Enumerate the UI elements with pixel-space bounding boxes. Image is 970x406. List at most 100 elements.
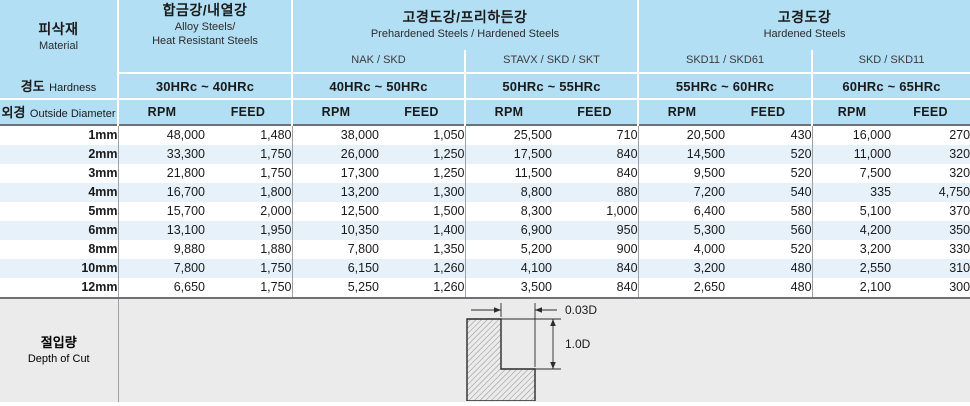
depth-of-cut-ko: 절입량 bbox=[40, 334, 77, 350]
cell-feed: 1,300 bbox=[433, 185, 465, 199]
group-alloy-ko: 합금강/내열강 bbox=[162, 1, 248, 18]
cell-feed: 1,050 bbox=[379, 124, 465, 145]
arrow-depth-top bbox=[550, 318, 557, 326]
cell-rpm: 16,000 bbox=[811, 124, 892, 145]
hardness-row: 경도 Hardness 30HRc ~ 40HRc 40HRc ~ 50HRc … bbox=[0, 73, 970, 100]
cell-rpm: 33,300 bbox=[117, 145, 205, 164]
cell-rpm: 17,500 bbox=[464, 145, 552, 164]
group-alloy-steels: 합금강/내열강 Alloy Steels/ Heat Resistant Ste… bbox=[117, 0, 292, 50]
group-prehardened-ko: 고경도강/프리하든강 bbox=[402, 9, 528, 26]
depth-of-cut-section: 절입량 Depth of Cut bbox=[0, 297, 970, 402]
grade-stavx-skd-skt: STAVX / SKD / SKT bbox=[463, 50, 639, 74]
cell-rpm: 12,500 bbox=[291, 202, 379, 221]
table-row: 4mm 16,700 1,800 13,200 1,300 8,800 880 7,200 54… bbox=[0, 183, 970, 202]
cell-feed: 880 bbox=[616, 185, 638, 199]
cell-feed: 2,000 bbox=[260, 204, 292, 218]
cell-feed: 950 bbox=[616, 223, 638, 237]
cell-rpm: 11,500 bbox=[464, 164, 552, 183]
arrow-width-right bbox=[535, 306, 543, 313]
hardness-30-40: 30HRc ~ 40HRc bbox=[117, 73, 292, 100]
cell-feed: 1,260 bbox=[433, 261, 465, 275]
table-row: 12mm 6,650 1,750 5,250 1,260 3,500 840 2,650 480… bbox=[0, 278, 970, 297]
material-corner-en: Material bbox=[38, 39, 79, 52]
cell-rpm: 6,400 bbox=[637, 202, 726, 221]
table-row: 3mm 21,800 1,750 17,300 1,250 11,500 840 9,500 5… bbox=[0, 164, 970, 183]
cell-feed: 1,950 bbox=[260, 223, 292, 237]
cell-rpm: 8,800 bbox=[464, 183, 552, 202]
cell-rpm: 13,100 bbox=[117, 221, 205, 240]
cell-feed: 480 bbox=[790, 261, 812, 275]
cell-feed: 1,750 bbox=[260, 147, 292, 161]
width-dimension-label: 0.03D bbox=[565, 303, 597, 317]
cell-rpm: 2,550 bbox=[811, 259, 892, 278]
grade-skd-skd11: SKD / SKD11 bbox=[811, 50, 970, 74]
cell-feed: 710 bbox=[552, 124, 639, 145]
cell-rpm: 6,150 bbox=[291, 259, 379, 278]
depth-of-cut-label-cell: 절입량 Depth of Cut bbox=[0, 298, 119, 402]
cell-rpm: 2,650 bbox=[637, 278, 726, 297]
cell-rpm: 5,200 bbox=[464, 240, 552, 259]
cell-feed: 270 bbox=[891, 124, 970, 145]
metric-header-2: RPM bbox=[291, 99, 379, 125]
workpiece-profile bbox=[466, 317, 536, 402]
cell-rpm: 3,200 bbox=[811, 240, 892, 259]
table-row: 6mm 13,100 1,950 10,350 1,400 6,900 950 5,300 56… bbox=[0, 221, 970, 240]
group-hardened-ko: 고경도강 bbox=[777, 9, 832, 26]
cell-rpm: 6,650 bbox=[117, 278, 205, 297]
hardness-label-ko: 경도 bbox=[20, 78, 45, 94]
table-row: 8mm 9,880 1,880 7,800 1,350 5,200 900 4,000 520 3… bbox=[0, 240, 970, 259]
row-diameter: 4mm bbox=[88, 185, 118, 199]
metric-header-4: RPM bbox=[464, 99, 552, 125]
grade-skd11-skd61: SKD11 / SKD61 bbox=[637, 50, 813, 74]
cell-feed: 350 bbox=[949, 223, 970, 237]
step-cut-diagram: 0.03D 1.0D bbox=[449, 301, 639, 402]
group-hardened-steels: 고경도강 Hardened Steels bbox=[637, 0, 970, 50]
row-diameter: 1mm bbox=[0, 124, 118, 145]
cell-rpm: 20,500 bbox=[637, 124, 726, 145]
cell-feed: 540 bbox=[790, 185, 812, 199]
row-diameter: 8mm bbox=[88, 242, 118, 256]
cell-feed: 1,500 bbox=[433, 204, 465, 218]
cell-feed: 4,750 bbox=[938, 185, 970, 199]
table-row: 10mm 7,800 1,750 6,150 1,260 4,100 840 3,200 480… bbox=[0, 259, 970, 278]
cell-rpm: 4,100 bbox=[464, 259, 552, 278]
cell-feed: 480 bbox=[790, 280, 812, 294]
cell-feed: 310 bbox=[949, 261, 970, 275]
steel-grade-row: NAK / SKD STAVX / SKD / SKT SKD11 / SKD6… bbox=[0, 50, 970, 74]
depth-of-cut-figure-cell: 0.03D 1.0D bbox=[118, 298, 970, 402]
grade-alloy bbox=[117, 50, 292, 74]
group-alloy-en-1: Alloy Steels/ bbox=[174, 20, 236, 33]
metric-header-3: FEED bbox=[379, 99, 465, 125]
cell-rpm: 10,350 bbox=[291, 221, 379, 240]
cell-feed: 430 bbox=[725, 124, 813, 145]
cell-rpm: 26,000 bbox=[291, 145, 379, 164]
diameter-label-cell: 외경 Outside Diameter bbox=[0, 99, 118, 125]
metric-header-8: RPM bbox=[811, 99, 892, 125]
metric-header-9: FEED bbox=[891, 99, 970, 125]
cell-feed: 900 bbox=[616, 242, 638, 256]
cell-feed: 840 bbox=[616, 147, 638, 161]
cell-rpm: 38,000 bbox=[291, 124, 379, 145]
hardness-55-60: 55HRc ~ 60HRc bbox=[637, 73, 813, 100]
cell-feed: 1,750 bbox=[260, 166, 292, 180]
metric-header-1: FEED bbox=[205, 99, 292, 125]
material-corner-cell: 피삭재 Material bbox=[0, 0, 118, 73]
cell-feed: 520 bbox=[790, 166, 812, 180]
cell-feed: 1,250 bbox=[433, 147, 465, 161]
cell-feed: 560 bbox=[790, 223, 812, 237]
cell-rpm: 9,500 bbox=[637, 164, 726, 183]
group-hardened-en-1: Hardened Steels bbox=[763, 28, 846, 41]
depth-dimension-label: 1.0D bbox=[565, 337, 591, 351]
cell-rpm: 48,000 bbox=[117, 124, 205, 145]
cell-rpm: 14,500 bbox=[637, 145, 726, 164]
group-prehardened-en-1: Prehardened Steels / Hardened Steels bbox=[370, 28, 560, 41]
cell-rpm: 3,500 bbox=[464, 278, 552, 297]
cell-rpm: 5,100 bbox=[811, 202, 892, 221]
metric-header-5: FEED bbox=[552, 99, 639, 125]
row-diameter: 5mm bbox=[88, 204, 118, 218]
hardness-label-cell: 경도 Hardness bbox=[0, 73, 118, 100]
hardness-60-65: 60HRc ~ 65HRc bbox=[811, 73, 970, 100]
metric-header-7: FEED bbox=[725, 99, 813, 125]
cell-rpm: 4,000 bbox=[637, 240, 726, 259]
